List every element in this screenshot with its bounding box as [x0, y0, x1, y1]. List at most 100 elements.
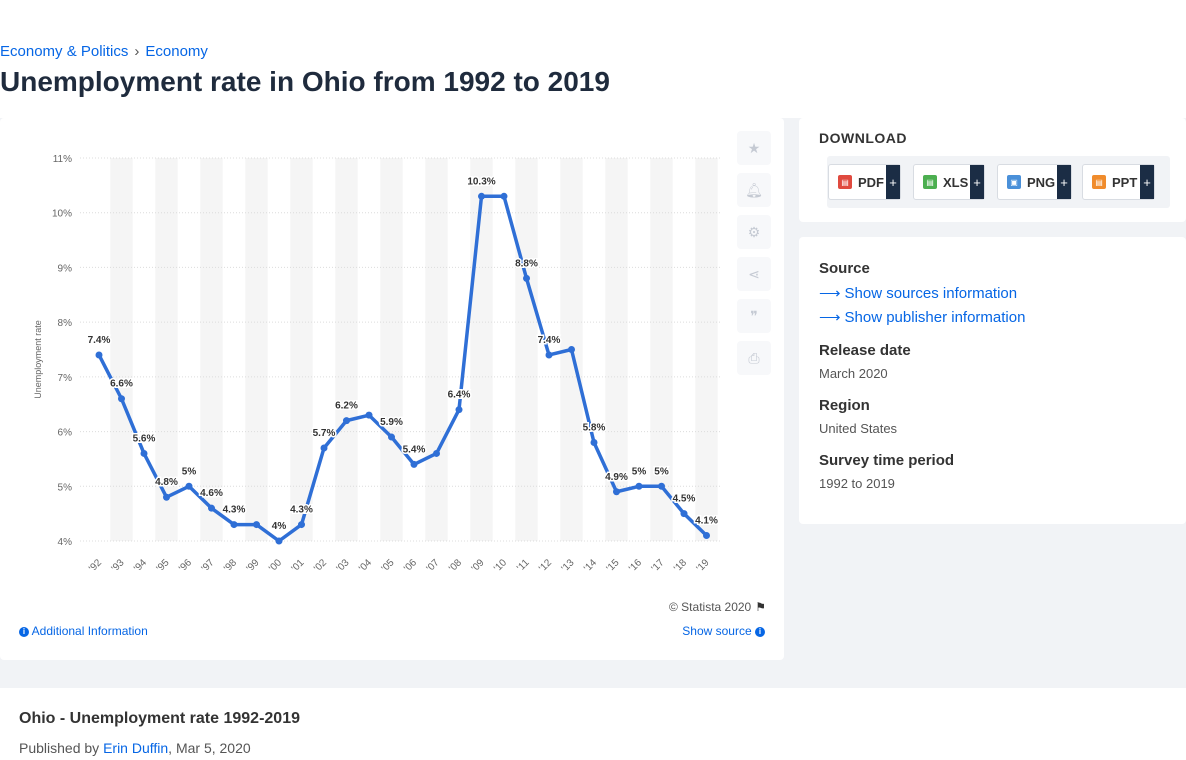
publication-date: , Mar 5, 2020 [168, 740, 251, 756]
y-tick-label: 4% [58, 537, 73, 548]
data-label: 6.4% [448, 390, 471, 401]
pdf-file-icon: ▤ [838, 175, 852, 189]
arrow-right-icon: ⟶ [819, 309, 841, 326]
column-band [605, 158, 628, 541]
data-label: 6.2% [335, 401, 358, 412]
x-tick-label: '93 [110, 557, 127, 574]
show-publisher-link[interactable]: ⟶ Show publisher information [819, 308, 1025, 326]
quote-icon[interactable]: ❞ [737, 299, 771, 333]
data-point [163, 493, 170, 501]
column-band [245, 158, 268, 541]
y-tick-label: 10% [52, 209, 72, 220]
page-title: Unemployment rate in Ohio from 1992 to 2… [0, 66, 610, 97]
x-tick-label: '10 [492, 557, 509, 574]
copyright: © Statista 2020 ⚑ [669, 600, 766, 614]
data-label: 10.3% [467, 176, 495, 187]
flag-icon[interactable]: ⚑ [755, 600, 766, 614]
print-icon[interactable]: ⎙ [737, 341, 771, 375]
data-point [388, 433, 395, 441]
gear-icon[interactable]: ⚙ [737, 215, 771, 249]
download-card: DOWNLOAD ▤ PDF + ▤ XLS + ▣ PNG + ▤ PPT + [799, 118, 1186, 222]
data-label: 5.9% [380, 417, 403, 428]
x-tick-label: '05 [380, 557, 397, 574]
download-xls-button[interactable]: ▤ XLS + [913, 164, 985, 200]
x-tick-label: '01 [290, 557, 307, 574]
y-tick-label: 9% [58, 263, 73, 274]
y-tick-label: 6% [58, 428, 73, 439]
data-point [410, 460, 418, 468]
data-point [590, 439, 598, 447]
download-png-button[interactable]: ▣ PNG + [997, 164, 1072, 200]
data-point [298, 521, 305, 529]
breadcrumb: Economy & Politics › Economy [0, 43, 208, 60]
data-point [118, 395, 125, 403]
x-tick-label: '94 [132, 557, 149, 574]
x-tick-label: '12 [537, 557, 554, 574]
pdf-label: PDF [858, 174, 884, 190]
x-tick-label: '02 [312, 557, 329, 574]
series-line [97, 194, 709, 543]
data-point [568, 346, 575, 353]
download-ppt-button[interactable]: ▤ PPT + [1082, 164, 1155, 200]
data-label: 4.6% [200, 488, 223, 499]
x-tick-label: '14 [582, 557, 599, 574]
data-label: 5.6% [133, 433, 156, 444]
png-label: PNG [1027, 174, 1056, 190]
y-tick-label: 7% [58, 373, 73, 384]
source-info-card: Source ⟶ Show sources information ⟶ Show p… [799, 237, 1186, 524]
data-point [320, 444, 328, 452]
x-tick-label: '97 [200, 557, 217, 574]
xls-file-icon: ▤ [923, 175, 937, 189]
region-value: United States [819, 421, 898, 436]
y-tick-label: 5% [58, 482, 73, 493]
pdf-plus-button[interactable]: + [886, 165, 900, 199]
download-pdf-button[interactable]: ▤ PDF + [828, 164, 901, 200]
data-label: 5.7% [313, 428, 336, 439]
data-label: 8.8% [515, 258, 538, 269]
y-tick-label: 8% [58, 318, 73, 329]
additional-information-link[interactable]: i Additional Information [19, 624, 148, 638]
header-band [0, 0, 1186, 118]
xls-plus-button[interactable]: + [970, 165, 984, 199]
breadcrumb-economy[interactable]: Economy [145, 43, 208, 60]
data-point [545, 351, 553, 359]
data-label: 7.4% [88, 335, 111, 346]
chart-toolbar: ★ 🔔︎ ⚙ ⋖ ❞ ⎙ [737, 131, 771, 383]
data-point [208, 504, 215, 512]
share-icon[interactable]: ⋖ [737, 257, 771, 291]
x-tick-label: '17 [650, 557, 667, 574]
x-tick-label: '98 [222, 557, 239, 574]
y-axis-label: Unemployment rate [33, 320, 43, 399]
ppt-plus-button[interactable]: + [1140, 165, 1154, 199]
bell-icon[interactable]: 🔔︎ [737, 173, 771, 207]
x-tick-label: '15 [605, 557, 622, 574]
column-band [695, 158, 718, 541]
data-point [500, 192, 508, 200]
breadcrumb-economy-politics[interactable]: Economy & Politics [0, 43, 129, 60]
data-point [253, 521, 260, 529]
data-point [343, 417, 350, 425]
data-label: 4.9% [605, 472, 628, 483]
data-label: 4.8% [155, 477, 178, 488]
show-sources-link[interactable]: ⟶ Show sources information [819, 284, 1017, 302]
additional-information-label: Additional Information [31, 624, 148, 638]
column-band [290, 158, 313, 541]
data-label: 6.6% [110, 379, 133, 390]
download-title: DOWNLOAD [819, 130, 907, 146]
data-label: 5.4% [403, 444, 426, 455]
publication-byline: Published by Erin Duffin, Mar 5, 2020 [19, 740, 251, 756]
column-band [515, 158, 538, 541]
data-label: 5.8% [583, 423, 606, 434]
x-tick-label: '03 [335, 557, 352, 574]
x-tick-label: '95 [155, 557, 172, 574]
x-tick-label: '92 [87, 557, 104, 574]
data-label: 5% [654, 466, 669, 477]
author-link[interactable]: Erin Duffin [103, 740, 169, 756]
star-icon[interactable]: ★ [737, 131, 771, 165]
release-date-value: March 2020 [819, 366, 888, 381]
show-source-link[interactable]: Show source i [682, 624, 765, 638]
chart-card: 4% 5% 6% 7% 8% 9% 10% 11% Unemployment rate '92 '9… [0, 118, 784, 660]
data-label: 4.1% [695, 516, 718, 527]
data-point [478, 192, 485, 200]
png-plus-button[interactable]: + [1057, 165, 1071, 199]
